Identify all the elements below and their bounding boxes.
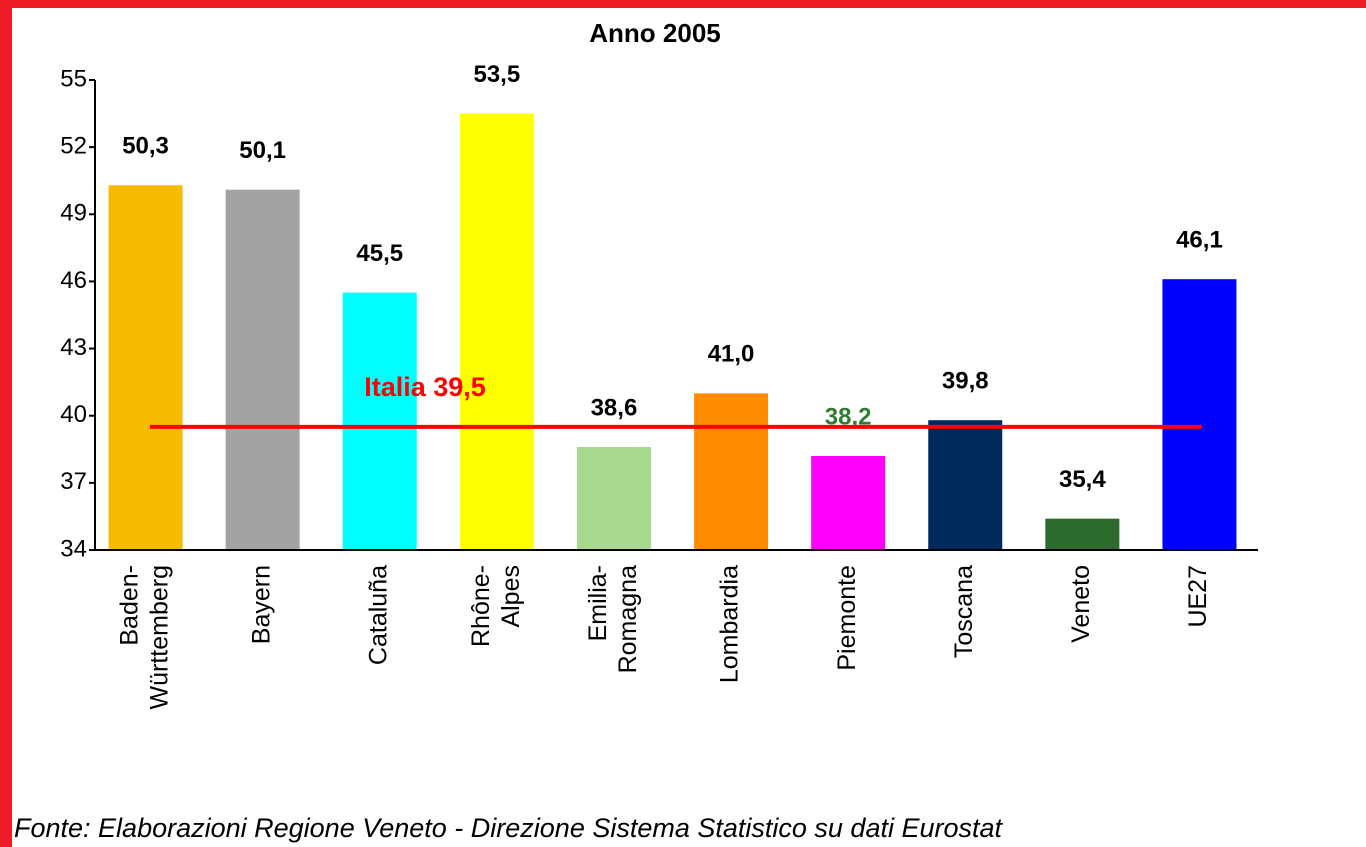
value-label: 45,5 xyxy=(356,240,403,267)
reference-label: Italia 39,5 xyxy=(364,372,486,402)
y-tick-label: 52 xyxy=(60,132,87,159)
x-tick-label: Veneto xyxy=(1067,565,1095,643)
value-label: 46,1 xyxy=(1176,227,1223,254)
value-label: 50,3 xyxy=(122,133,169,160)
x-tick-label: Toscana xyxy=(950,565,978,658)
value-label: 53,5 xyxy=(473,61,520,88)
x-tick-label: Cataluña xyxy=(364,565,392,665)
value-label: 38,6 xyxy=(591,394,638,421)
source-note: Fonte: Elaborazioni Regione Veneto - Dir… xyxy=(14,813,1004,843)
y-tick-label: 49 xyxy=(60,200,87,227)
value-label: 50,1 xyxy=(239,137,286,164)
bar xyxy=(1162,279,1237,550)
x-tick-label: Baden-Württemberg xyxy=(115,565,173,709)
frame-top xyxy=(0,0,1366,8)
y-tick-label: 55 xyxy=(60,65,87,92)
bar xyxy=(225,189,300,550)
bar xyxy=(811,456,886,550)
chart-title: Anno 2005 xyxy=(589,18,721,48)
x-tick-label: Piemonte xyxy=(833,565,861,671)
bar xyxy=(1045,518,1120,550)
frame-left xyxy=(0,0,12,847)
bar xyxy=(108,185,183,550)
bar xyxy=(342,292,417,550)
x-tick-label: UE27 xyxy=(1184,565,1212,628)
bar xyxy=(459,113,534,551)
x-tick-label: Rhône-Alpes xyxy=(466,565,524,647)
y-tick-label: 34 xyxy=(60,535,87,562)
y-tick-label: 37 xyxy=(60,468,87,495)
y-tick-label: 40 xyxy=(60,401,87,428)
value-label: 41,0 xyxy=(708,341,755,368)
value-label: 39,8 xyxy=(942,368,989,395)
x-tick-label: Emilia-Romagna xyxy=(584,565,642,673)
bar xyxy=(694,393,769,550)
y-tick-label: 46 xyxy=(60,267,87,294)
x-tick-label: Bayern xyxy=(247,565,275,644)
y-tick-label: 43 xyxy=(60,334,87,361)
bar xyxy=(928,420,1003,550)
x-tick-label: Lombardia xyxy=(716,565,744,683)
bar xyxy=(576,447,651,550)
value-label: 35,4 xyxy=(1059,466,1106,493)
